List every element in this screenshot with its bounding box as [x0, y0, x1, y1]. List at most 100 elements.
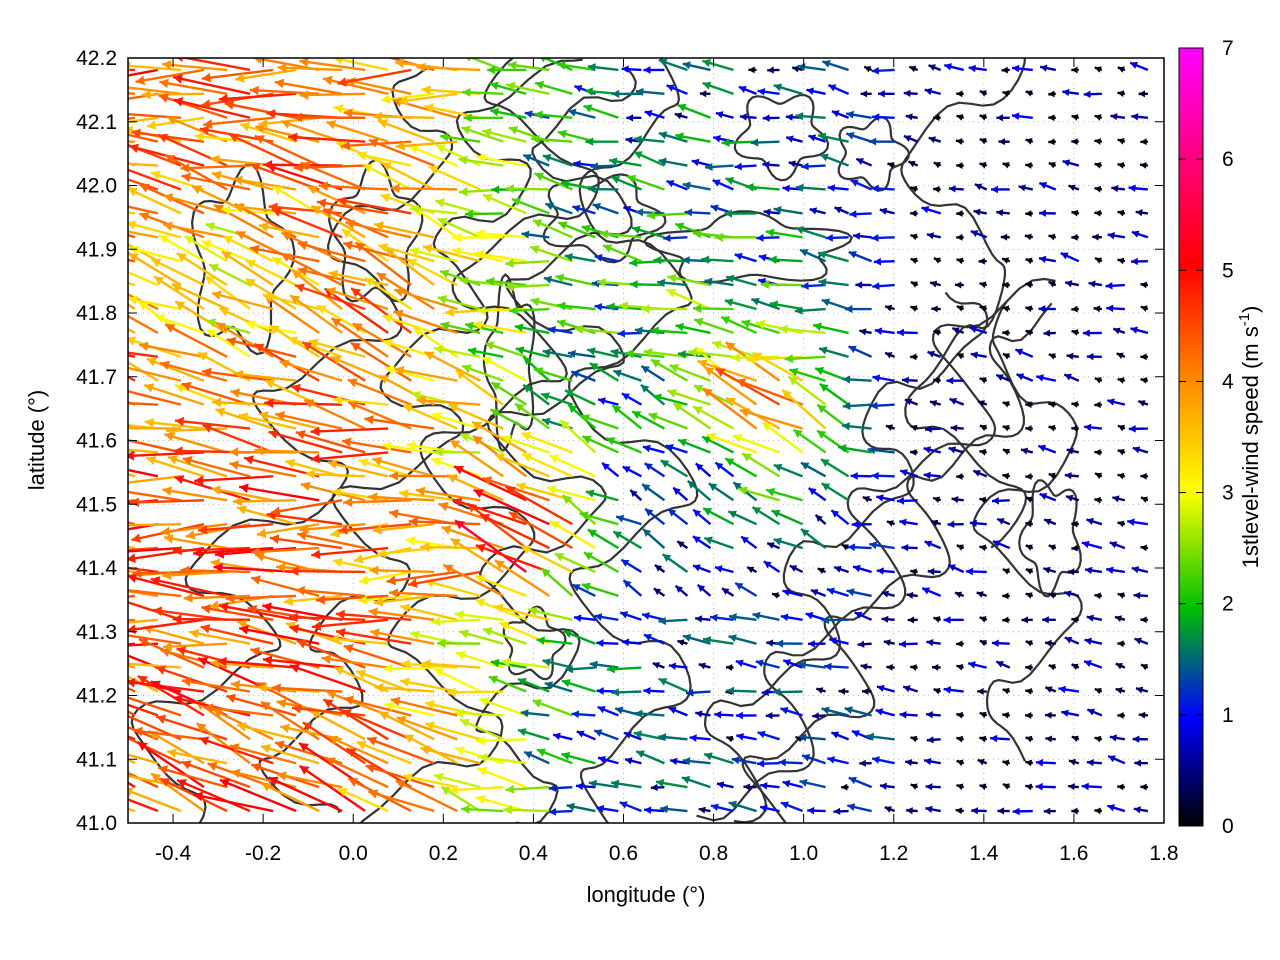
wind-vector	[520, 431, 573, 454]
x-tick-label: 0.0	[339, 842, 368, 865]
wind-vector	[845, 131, 872, 143]
wind-vector	[798, 733, 826, 742]
wind-vector	[1039, 492, 1057, 502]
wind-vector	[245, 259, 297, 287]
wind-vector	[564, 389, 596, 406]
wind-vector	[433, 667, 481, 693]
wind-vector	[956, 257, 964, 265]
wind-vector	[621, 638, 642, 647]
wind-vector	[1048, 280, 1057, 288]
wind-vector	[956, 735, 964, 743]
wind-vector	[299, 58, 366, 72]
wind-vector	[871, 184, 895, 193]
wind-vector	[845, 110, 872, 119]
wind-vector	[862, 495, 873, 503]
wind-vector	[842, 401, 872, 411]
wind-vector	[154, 314, 205, 335]
wind-vector	[658, 58, 688, 72]
wind-vector	[907, 616, 918, 624]
wind-vector	[1094, 185, 1103, 193]
wind-vector	[800, 461, 827, 478]
wind-vector	[763, 208, 780, 216]
wind-vector	[128, 243, 159, 263]
wind-vectors	[128, 58, 1149, 816]
wind-vector	[927, 568, 941, 576]
wind-vector	[978, 257, 987, 265]
wind-vector	[872, 374, 895, 383]
wind-vector	[505, 784, 550, 794]
wind-vector	[1071, 807, 1079, 815]
wind-vector	[991, 639, 1010, 647]
wind-vector	[757, 87, 780, 96]
wind-vector	[979, 639, 988, 647]
wind-vector	[1025, 640, 1034, 647]
wind-vector	[956, 305, 965, 312]
wind-vector	[128, 753, 159, 765]
wind-vector	[233, 369, 297, 382]
wind-vector	[233, 175, 297, 191]
wind-vector	[321, 654, 389, 669]
wind-vector	[1002, 424, 1011, 432]
wind-vector	[854, 611, 873, 621]
wind-vector	[910, 735, 918, 743]
wind-vector	[581, 435, 619, 454]
x-tick-label: 1.0	[789, 842, 818, 865]
wind-vector	[128, 68, 159, 77]
wind-vector	[1083, 660, 1103, 669]
wind-vector	[702, 507, 735, 526]
wind-vector	[1025, 520, 1033, 528]
wind-vector	[462, 87, 504, 97]
wind-vector	[128, 140, 135, 143]
wind-vector	[674, 584, 689, 597]
wind-vector	[845, 305, 872, 314]
wind-vector	[400, 603, 458, 621]
wind-vector	[274, 78, 343, 96]
wind-vector	[789, 564, 804, 574]
wind-vector	[295, 430, 366, 454]
wind-vector	[1044, 686, 1057, 693]
y-tick-label: 41.2	[76, 685, 117, 708]
wind-vector	[801, 282, 826, 290]
wind-vector	[818, 346, 849, 358]
wind-vector	[757, 730, 780, 741]
wind-vector	[534, 172, 573, 191]
wind-vector	[752, 351, 804, 382]
wind-vector	[128, 230, 159, 239]
wind-vector	[528, 606, 573, 621]
wind-vector	[681, 776, 711, 789]
wind-vector	[1068, 783, 1079, 791]
wind-vector	[377, 119, 435, 143]
wind-vector	[979, 281, 988, 289]
wind-vector	[672, 486, 689, 502]
wind-vector	[640, 304, 688, 314]
wind-vector	[548, 454, 596, 478]
wind-vector	[954, 591, 965, 599]
wind-vector	[128, 168, 182, 191]
wind-vector	[633, 730, 665, 741]
wind-vector	[520, 544, 573, 574]
colorbar	[1178, 47, 1204, 827]
wind-vector	[759, 804, 780, 813]
wind-vector	[287, 336, 343, 358]
wind-vector	[511, 197, 550, 215]
wind-vector	[886, 520, 896, 527]
wind-vector	[461, 364, 504, 382]
wind-vector	[368, 492, 435, 502]
wind-vector	[734, 162, 757, 171]
wind-vector	[902, 685, 919, 693]
wind-vector	[1117, 138, 1126, 145]
wind-vector	[643, 347, 688, 359]
wind-vector	[1082, 329, 1102, 337]
wind-vector	[698, 806, 711, 814]
wind-vector	[366, 736, 435, 765]
wind-vector	[1071, 233, 1079, 241]
wind-vector	[128, 696, 182, 717]
wind-vector	[128, 475, 182, 484]
wind-vector	[1002, 352, 1011, 360]
wind-vector	[1048, 401, 1056, 408]
wind-vector	[1071, 66, 1079, 74]
wind-vector	[316, 198, 389, 215]
wind-vector	[869, 541, 895, 550]
wind-vector	[1045, 711, 1056, 719]
wind-vector	[128, 351, 159, 359]
